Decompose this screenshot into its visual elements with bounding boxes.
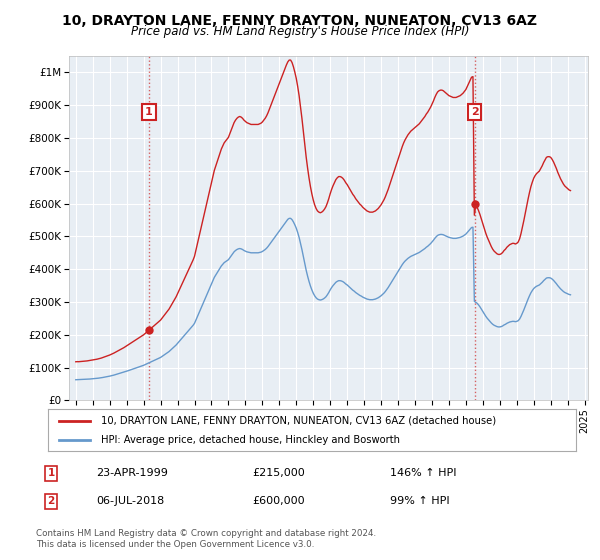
Text: 06-JUL-2018: 06-JUL-2018 [96, 496, 164, 506]
Text: 2: 2 [47, 496, 55, 506]
Text: 1: 1 [47, 468, 55, 478]
Text: £600,000: £600,000 [252, 496, 305, 506]
Text: HPI: Average price, detached house, Hinckley and Bosworth: HPI: Average price, detached house, Hinc… [101, 435, 400, 445]
Text: 10, DRAYTON LANE, FENNY DRAYTON, NUNEATON, CV13 6AZ: 10, DRAYTON LANE, FENNY DRAYTON, NUNEATO… [62, 14, 538, 28]
Text: 2: 2 [470, 107, 478, 117]
Text: 146% ↑ HPI: 146% ↑ HPI [390, 468, 457, 478]
Text: This data is licensed under the Open Government Licence v3.0.: This data is licensed under the Open Gov… [36, 540, 314, 549]
Text: 23-APR-1999: 23-APR-1999 [96, 468, 168, 478]
Text: Contains HM Land Registry data © Crown copyright and database right 2024.: Contains HM Land Registry data © Crown c… [36, 529, 376, 538]
Text: 1: 1 [145, 107, 153, 117]
Text: £215,000: £215,000 [252, 468, 305, 478]
Text: Price paid vs. HM Land Registry's House Price Index (HPI): Price paid vs. HM Land Registry's House … [131, 25, 469, 38]
Text: 99% ↑ HPI: 99% ↑ HPI [390, 496, 449, 506]
Text: 10, DRAYTON LANE, FENNY DRAYTON, NUNEATON, CV13 6AZ (detached house): 10, DRAYTON LANE, FENNY DRAYTON, NUNEATO… [101, 416, 496, 426]
